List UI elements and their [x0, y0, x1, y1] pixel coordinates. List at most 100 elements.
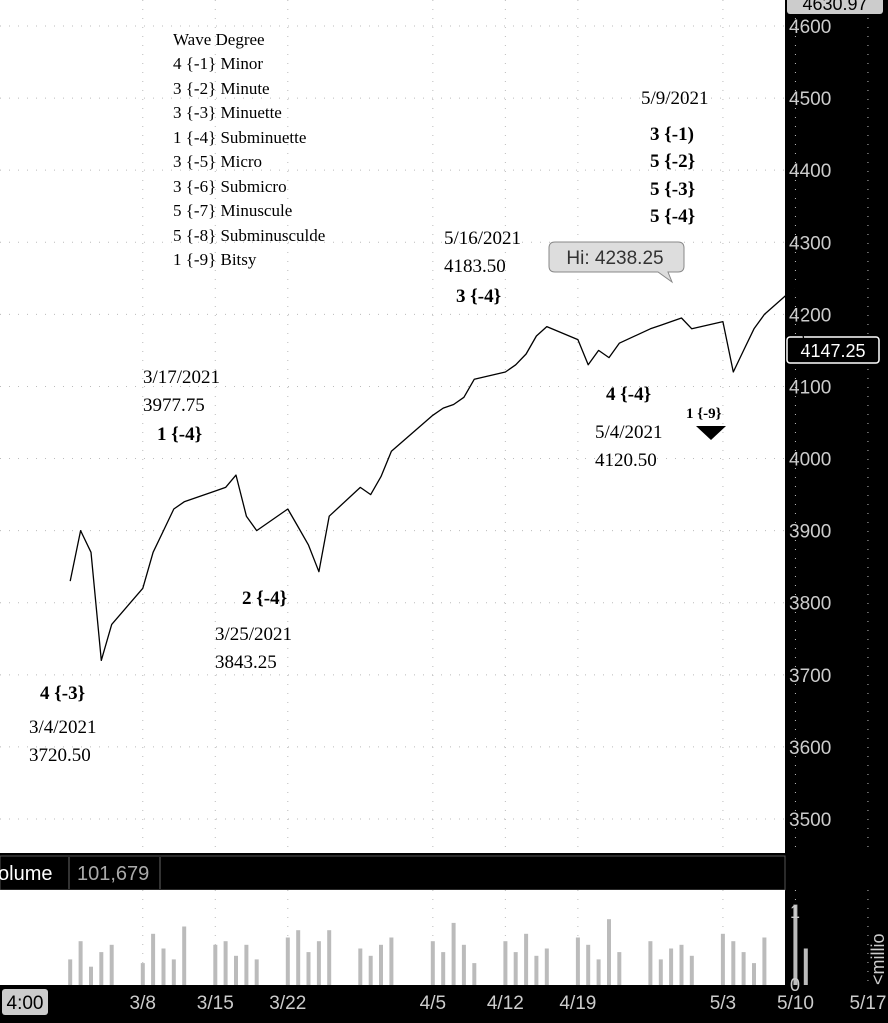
bitsy-wave: 1 {-9}: [686, 406, 722, 422]
x-tick-label: 3/8: [130, 993, 156, 1014]
volume-bar: [803, 948, 808, 985]
volume-bar: [720, 933, 725, 985]
price-y-tick-label: 4300: [789, 233, 831, 254]
volume-bar: [575, 937, 580, 985]
volume-bar: [244, 944, 249, 985]
hi-label: Hi: 4238.25: [566, 248, 663, 269]
may9-date: 5/9/2021: [641, 88, 709, 109]
volume-bar: [762, 937, 767, 985]
volume-bar: [140, 963, 145, 985]
mar25-value: 3843.25: [215, 652, 277, 673]
volume-bar: [752, 963, 756, 985]
legend-item-minuette: 3 {-3} Minuette: [173, 103, 282, 122]
volume-bar: [513, 952, 518, 985]
volume-bar: [793, 904, 798, 985]
volume-bar: [234, 955, 238, 985]
x-tick-label: 5/10: [777, 993, 814, 1014]
volume-bar: [78, 941, 83, 985]
last-price-box: 4147.25: [786, 336, 880, 364]
price-y-tick-label: 4100: [789, 377, 831, 398]
legend-item-minute: 3 {-2} Minute: [173, 79, 270, 98]
volume-bar: [524, 933, 529, 985]
volume-bar: [607, 919, 611, 985]
price-y-tick-label: 3700: [789, 666, 831, 687]
may9-count-1: 3 {-1): [650, 124, 694, 145]
wave-annotations: 5/9/2021 3 {-1) 5 {-2} 5 {-3} 5 {-4} 5/1…: [29, 88, 722, 766]
x-tick-label: 4/12: [487, 993, 524, 1014]
volume-bar: [669, 948, 674, 985]
volume-bar: [99, 952, 104, 985]
legend-title: Wave Degree: [173, 30, 265, 49]
price-y-tick-label: 4200: [789, 305, 831, 326]
volume-bar: [223, 941, 228, 985]
volume-y-axis: 01: [790, 902, 800, 995]
may16-value: 4183.50: [444, 256, 506, 277]
mar4-wave: 4 {-3}: [40, 683, 85, 704]
mar17-wave: 1 {-4}: [157, 424, 202, 445]
down-arrow-icon: [696, 426, 726, 440]
legend-item-minuscule: 5 {-7} Minuscule: [173, 201, 292, 220]
price-y-tick-label: 3500: [789, 810, 831, 831]
legend-item-subminusculde: 5 {-8} Subminusculde: [173, 226, 325, 245]
may4-wave: 4 {-4}: [606, 384, 651, 405]
header-price-label: 4630.97: [802, 0, 867, 14]
volume-bar: [586, 944, 591, 985]
legend-item-subminuette: 1 {-4} Subminuette: [173, 128, 306, 147]
time-label-box: 4:00: [2, 989, 48, 1015]
volume-bar: [306, 952, 311, 985]
price-plot-area: [0, 0, 785, 853]
volume-y-tick-label: 0: [790, 975, 800, 995]
x-tick-label: 4/5: [420, 993, 446, 1014]
volume-bar: [658, 959, 663, 985]
mar4-value: 3720.50: [29, 745, 91, 766]
price-y-tick-label: 4000: [789, 450, 831, 471]
x-tick-label: 5/3: [710, 993, 736, 1014]
price-y-tick-label: 3900: [789, 522, 831, 543]
volume-title: olume: [0, 863, 52, 885]
mar4-date: 3/4/2021: [29, 717, 97, 738]
volume-bar: [327, 930, 332, 985]
volume-bar: [731, 941, 736, 985]
time-label: 4:00: [7, 993, 44, 1014]
price-y-tick-label: 4600: [789, 17, 831, 38]
mar17-value: 3977.75: [143, 395, 205, 416]
mar25-wave: 2 {-4}: [242, 588, 287, 609]
legend-item-micro: 3 {-5} Micro: [173, 152, 262, 171]
volume-bar: [534, 955, 539, 985]
volume-bar: [544, 948, 549, 985]
volume-bar: [461, 944, 466, 985]
volume-bar: [161, 948, 166, 985]
price-line: [69, 286, 807, 662]
volume-bar: [379, 944, 383, 985]
volume-bar: [472, 963, 477, 985]
legend-item-submicro: 3 {-6} Submicro: [173, 177, 287, 196]
x-tick-label: 4/19: [559, 993, 596, 1014]
x-tick-label: 3/22: [269, 993, 306, 1014]
volume-bar: [358, 948, 363, 985]
volume-bar: [68, 959, 73, 985]
may9-count-3: 5 {-3}: [650, 179, 695, 200]
volume-bar: [441, 952, 446, 985]
volume-bar: [689, 955, 694, 985]
volume-bar: [503, 941, 508, 985]
legend-item-bitsy: 1 {-9} Bitsy: [173, 250, 257, 269]
price-y-tick-label: 4400: [789, 161, 831, 182]
price-y-axis: 3500 3600 3700 3800 3900 4000 4100 4200 4300 4400…: [789, 17, 831, 831]
header-price-box: 4630.97: [787, 0, 883, 14]
volume-bar: [451, 922, 456, 985]
x-tick-label: 5/17: [849, 993, 886, 1014]
mar17-date: 3/17/2021: [143, 367, 220, 388]
price-y-tick-label: 4500: [789, 89, 831, 110]
volume-bar: [679, 944, 684, 985]
price-y-tick-label: 3800: [789, 594, 831, 615]
volume-bar: [254, 959, 259, 985]
volume-bar: [89, 966, 93, 985]
volume-unit-label: <millio: [868, 933, 888, 985]
volume-bar: [648, 941, 653, 985]
volume-bar: [285, 937, 290, 985]
volume-bar: [316, 941, 321, 985]
volume-bar: [171, 959, 176, 985]
volume-header-bar: [0, 855, 786, 891]
x-tick-label: 3/15: [197, 993, 234, 1014]
hi-callout: Hi: 4238.25: [548, 241, 685, 284]
